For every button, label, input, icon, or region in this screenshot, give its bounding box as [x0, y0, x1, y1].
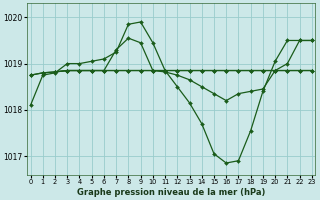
- X-axis label: Graphe pression niveau de la mer (hPa): Graphe pression niveau de la mer (hPa): [77, 188, 265, 197]
